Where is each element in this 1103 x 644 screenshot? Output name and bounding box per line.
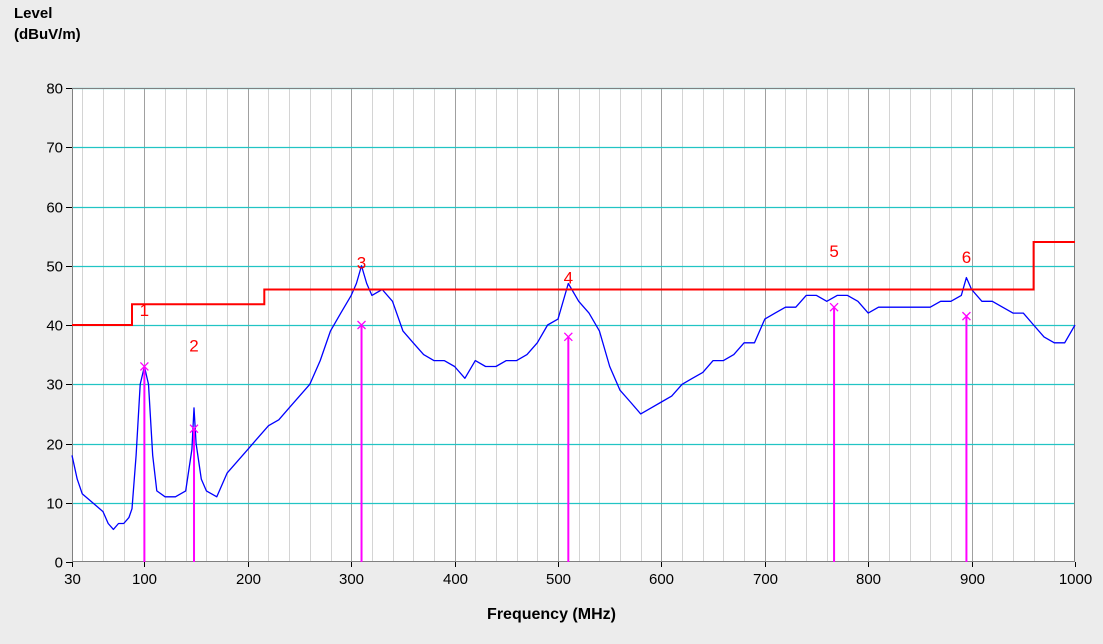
x-tick-label: 300	[339, 571, 364, 588]
x-tick-label: 400	[443, 571, 468, 588]
y-tick-label: 0	[55, 555, 63, 572]
y-tick-label: 10	[46, 496, 63, 513]
marker-point	[139, 362, 149, 371]
y-tick-label: 60	[46, 200, 63, 217]
measurement-trace	[71, 265, 1076, 531]
marker-label: 2	[189, 337, 198, 356]
x-tick-label: 500	[546, 571, 571, 588]
y-tick-label: 30	[46, 377, 63, 394]
x-tick-label: 800	[856, 571, 881, 588]
y-tick-label: 20	[46, 437, 63, 454]
marker-point	[357, 320, 366, 330]
x-tick-label: 30	[64, 571, 81, 588]
x-tick-label: 100	[132, 571, 157, 588]
y-axis-label-line1: Level	[14, 5, 53, 22]
x-tick-label: 600	[649, 571, 674, 588]
y-axis-label-line2: (dBuV/m)	[14, 26, 81, 43]
x-tick-label: 200	[236, 571, 261, 588]
marker-point	[961, 311, 971, 321]
x-axis-label: Frequency (MHz)	[487, 606, 616, 623]
x-tick-label: 700	[753, 571, 778, 588]
marker-point	[563, 332, 573, 342]
x-tick-label: 1000	[1059, 571, 1092, 588]
limit-line	[72, 241, 1075, 326]
y-tick-label: 40	[46, 318, 63, 335]
marker-label: 1	[140, 301, 149, 320]
marker-label: 6	[962, 248, 971, 267]
marker-label: 4	[564, 269, 573, 288]
y-tick-label: 70	[46, 140, 63, 157]
marker-label: 5	[829, 242, 838, 261]
x-tick-label: 900	[960, 571, 985, 588]
marker-point	[829, 302, 839, 312]
y-tick-label: 80	[46, 81, 63, 98]
y-tick-label: 50	[46, 259, 63, 276]
marker-point	[189, 424, 199, 434]
marker-label: 3	[357, 254, 366, 273]
